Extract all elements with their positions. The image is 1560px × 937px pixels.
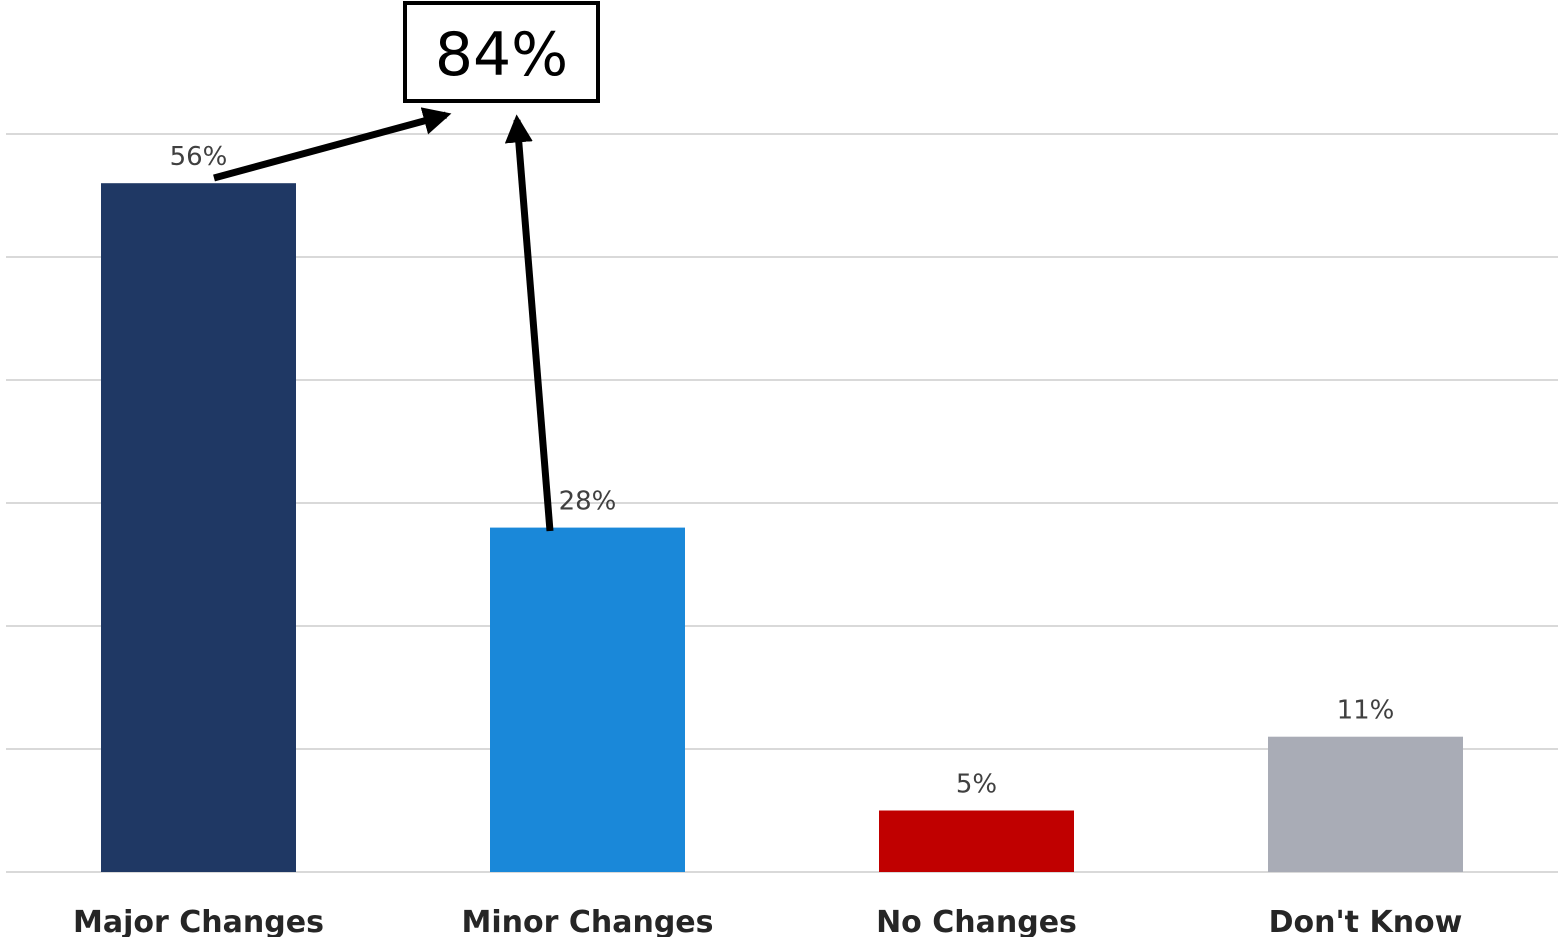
- bar-no-changes: [879, 810, 1074, 872]
- callout-total-label: 84%: [435, 20, 568, 90]
- data-labels: 56% 28% 5% 11%: [170, 142, 1395, 799]
- data-label-0: 56%: [170, 142, 228, 172]
- data-label-3: 11%: [1337, 696, 1395, 726]
- callout-box: [403, 1, 600, 103]
- category-label-0: Major Changes: [73, 905, 324, 937]
- category-labels: Major Changes Minor Changes No Changes Don'…: [73, 905, 1462, 937]
- arrow-minor-to-total: [504, 114, 554, 532]
- arrow-major-to-total: [213, 107, 452, 182]
- bar-don-t-know: [1268, 736, 1463, 872]
- category-label-1: Minor Changes: [462, 905, 714, 937]
- category-label-3: Don't Know: [1269, 905, 1463, 937]
- annotation: 84%: [213, 1, 600, 532]
- data-label-2: 5%: [956, 770, 997, 800]
- bar-major-changes: [101, 183, 296, 872]
- bars: [101, 183, 1463, 872]
- data-label-1: 28%: [559, 487, 617, 517]
- bar-minor-changes: [490, 527, 685, 872]
- category-label-2: No Changes: [876, 905, 1077, 937]
